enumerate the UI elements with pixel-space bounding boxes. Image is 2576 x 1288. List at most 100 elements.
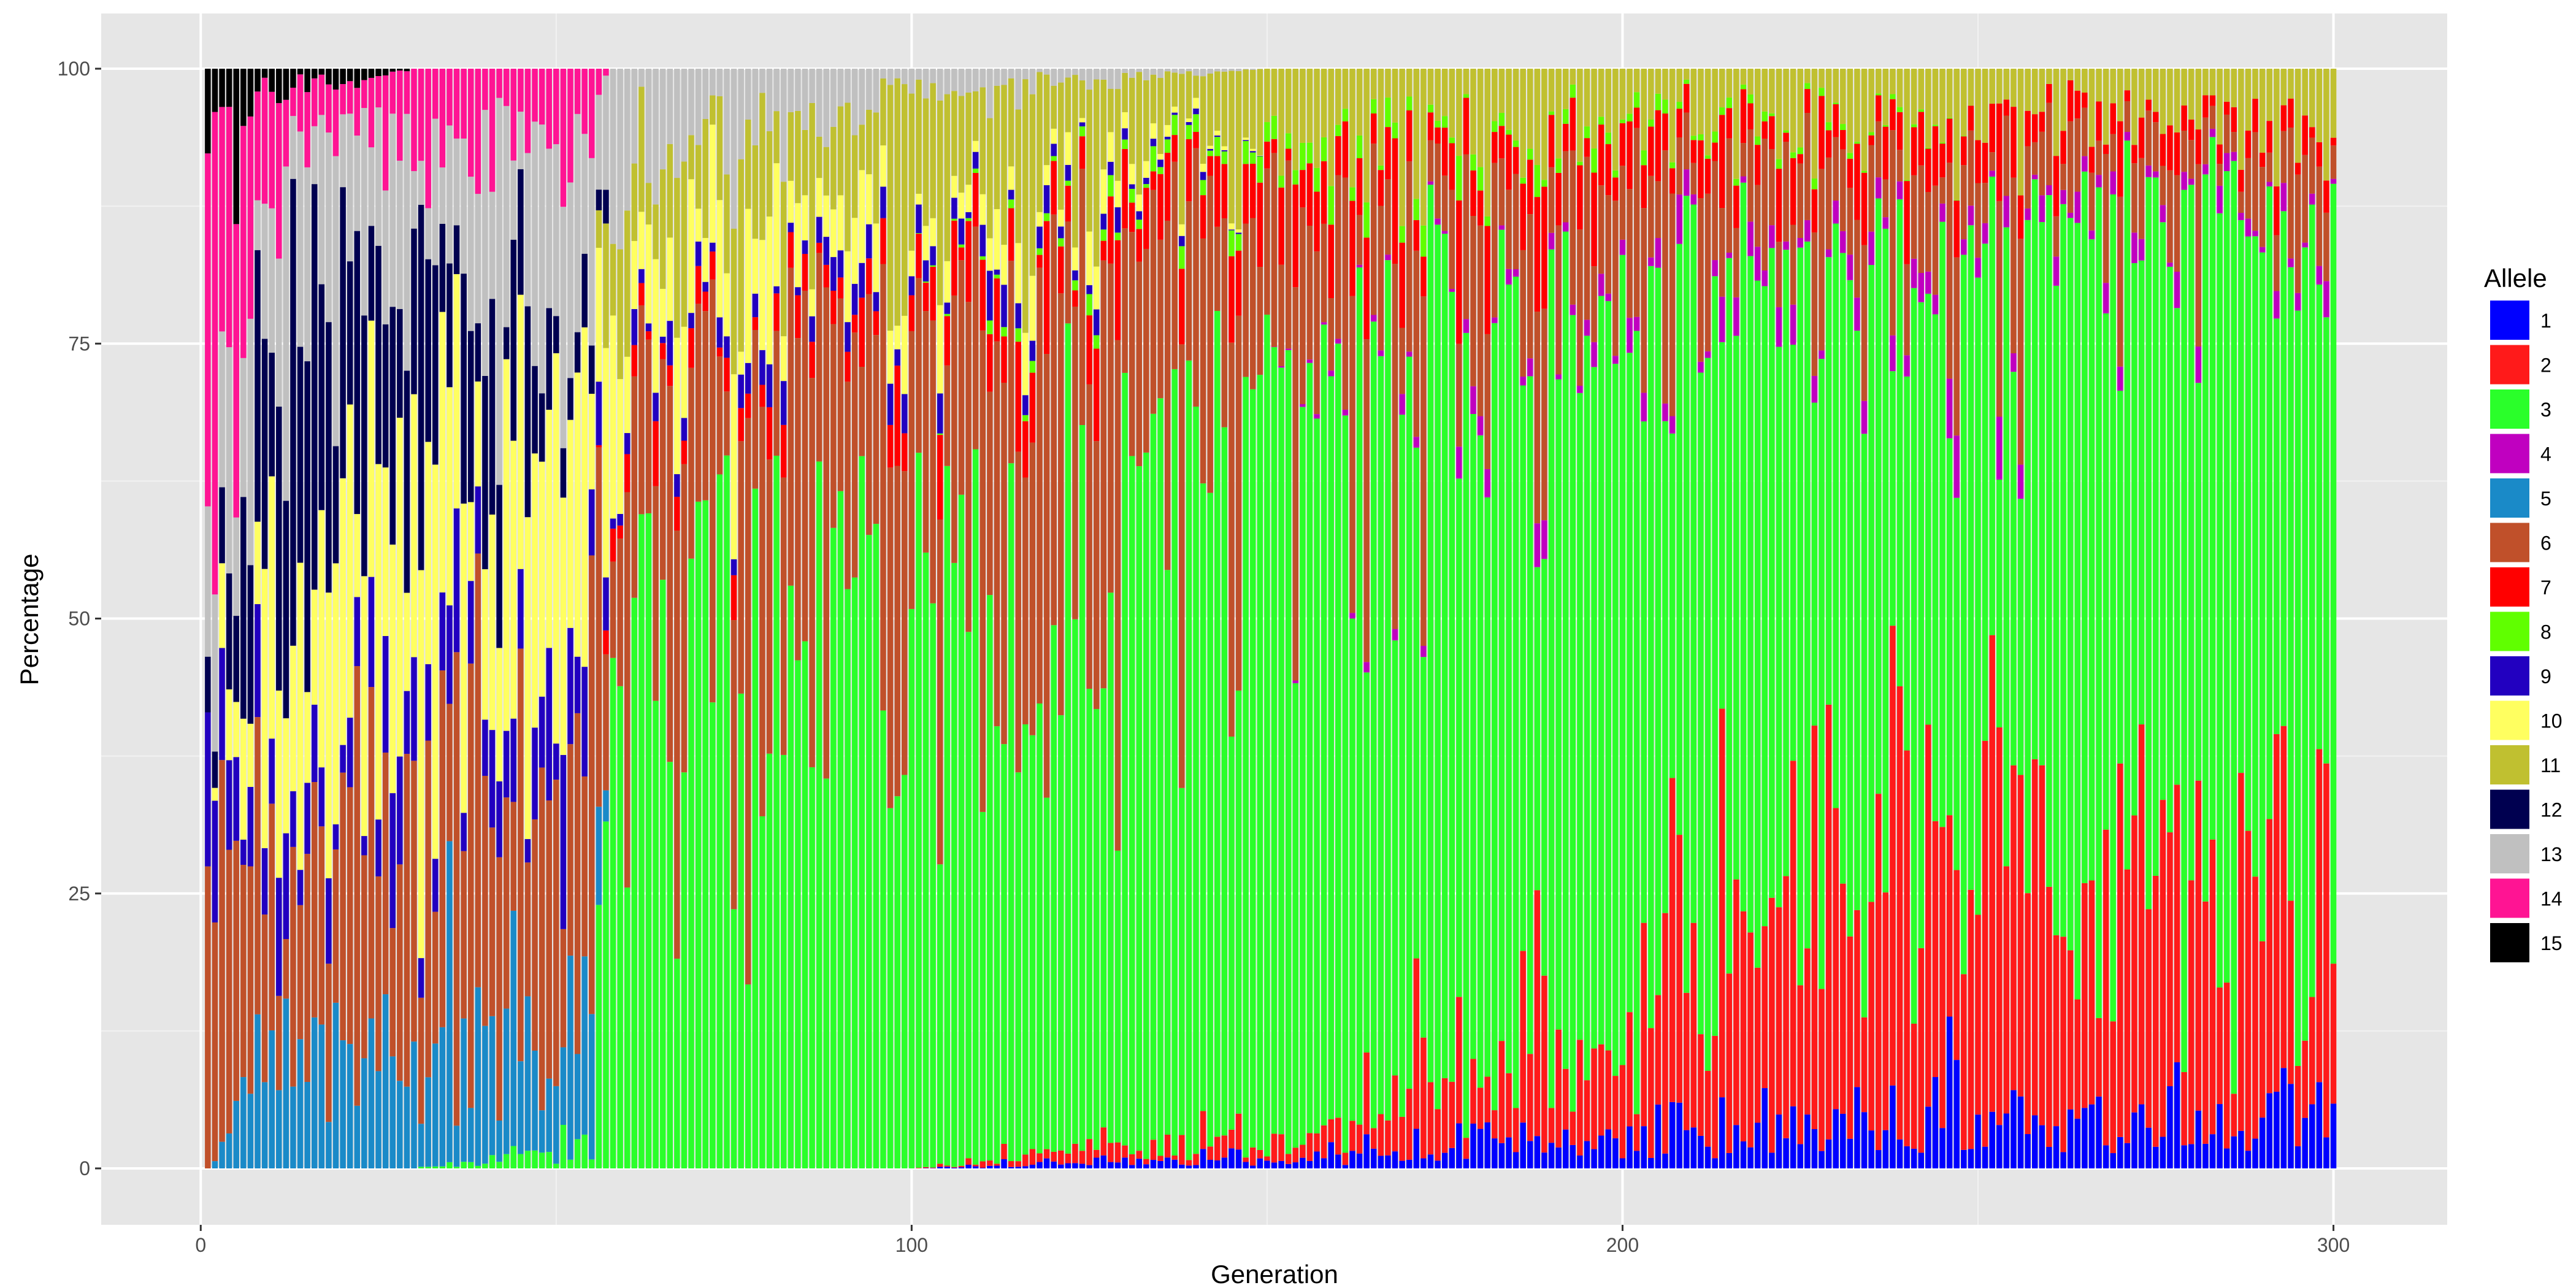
bar-segment-allele-13 (524, 153, 531, 307)
bar-segment-allele-11 (1221, 71, 1228, 147)
bar-segment-allele-7 (631, 345, 638, 377)
bar-segment-allele-3 (1363, 672, 1370, 1053)
bar-segment-allele-6 (1598, 185, 1604, 274)
bar-segment-allele-11 (2160, 69, 2166, 134)
bar-segment-allele-10 (311, 589, 318, 705)
bar-segment-allele-7 (645, 331, 652, 340)
bar-segment-allele-1 (1399, 1160, 1405, 1168)
bar-segment-allele-2 (1896, 686, 1903, 1140)
bar-segment-allele-3 (1498, 229, 1505, 1041)
bar-segment-allele-7 (1100, 240, 1107, 261)
bar-segment-allele-11 (1641, 69, 1647, 151)
bar-segment-allele-1 (1150, 1160, 1157, 1168)
bar-segment-allele-4 (1363, 662, 1370, 673)
bar-segment-allele-2 (1306, 1133, 1313, 1161)
bar-segment-allele-10 (667, 237, 673, 321)
bar-segment-allele-11 (780, 182, 787, 337)
bar-segment-allele-15 (233, 69, 239, 224)
bar-segment-allele-11 (1911, 69, 1917, 125)
bar-segment-allele-10 (1108, 132, 1114, 162)
bar-segment-allele-7 (610, 528, 616, 562)
bar-segment-allele-5 (439, 1027, 446, 1167)
bar-segment-allele-10 (503, 359, 510, 731)
bar-segment-allele-7 (994, 278, 1000, 342)
bar-segment-allele-5 (389, 1056, 396, 1168)
bar-segment-allele-1 (1506, 1137, 1512, 1168)
bar-segment-allele-3 (2067, 218, 2074, 951)
bar-segment-allele-6 (780, 477, 787, 755)
bar-segment-allele-6 (2003, 115, 2010, 196)
bar-segment-allele-9 (979, 224, 986, 256)
bar-segment-allele-11 (2316, 69, 2323, 142)
bar-segment-allele-14 (304, 92, 310, 167)
bar-segment-allele-3 (695, 501, 702, 1168)
bar-segment-allele-6 (1783, 142, 1789, 242)
bar-segment-allele-1 (1570, 1144, 1576, 1168)
bar-segment-allele-10 (830, 209, 837, 258)
bar-segment-allele-11 (645, 183, 652, 225)
bar-segment-allele-9 (745, 362, 751, 394)
bar-segment-allele-3 (894, 796, 900, 1168)
bar-segment-allele-13 (1065, 69, 1071, 78)
bar-segment-allele-7 (2138, 117, 2145, 158)
bar-segment-allele-4 (1896, 181, 1903, 199)
bar-segment-allele-12 (340, 187, 346, 478)
bar-segment-allele-1 (2167, 1086, 2173, 1168)
bar-segment-allele-11 (2131, 69, 2137, 145)
bar-segment-allele-15 (255, 69, 261, 92)
bar-segment-allele-2 (1413, 958, 1420, 1129)
bar-segment-allele-13 (453, 138, 460, 226)
bar-segment-allele-4 (1854, 297, 1860, 331)
bar-segment-allele-7 (1441, 128, 1448, 176)
bar-segment-allele-1 (1043, 1158, 1050, 1168)
bar-segment-allele-2 (937, 1163, 943, 1167)
bar-segment-allele-7 (603, 630, 609, 654)
bar-segment-allele-14 (524, 69, 531, 153)
bar-segment-allele-3 (2195, 383, 2202, 781)
bar-segment-allele-6 (524, 862, 531, 997)
bar-segment-allele-4 (1598, 274, 1604, 296)
bar-segment-allele-13 (987, 69, 993, 118)
bar-segment-allele-8 (1598, 117, 1604, 125)
bar-segment-allele-7 (1498, 126, 1505, 159)
bar-segment-allele-8 (1328, 186, 1334, 225)
bar-segment-allele-7 (2280, 105, 2287, 131)
bar-segment-allele-6 (1200, 238, 1206, 484)
bar-segment-allele-13 (716, 69, 723, 96)
bar-segment-allele-7 (1214, 156, 1221, 227)
bar-segment-allele-10 (958, 193, 965, 219)
bar-segment-allele-15 (290, 69, 296, 88)
bar-segment-allele-4 (2195, 347, 2202, 383)
bar-segment-allele-13 (318, 115, 325, 285)
bar-segment-allele-4 (1378, 350, 1384, 356)
bar-segment-allele-2 (2245, 830, 2252, 1151)
bar-segment-allele-12 (475, 323, 481, 382)
bar-segment-allele-3 (2088, 239, 2095, 881)
bar-segment-allele-12 (389, 307, 396, 545)
bar-segment-allele-3 (1698, 372, 1704, 1035)
bar-segment-allele-13 (205, 506, 211, 657)
bar-segment-allele-2 (2110, 1021, 2116, 1154)
bar-segment-allele-1 (1378, 1156, 1384, 1168)
bar-segment-allele-7 (659, 343, 666, 359)
legend-swatch (2490, 478, 2529, 518)
bar-segment-allele-1 (1641, 1126, 1647, 1168)
bar-segment-allele-11 (902, 84, 908, 316)
bar-segment-allele-7 (2238, 169, 2244, 192)
bar-segment-allele-10 (496, 648, 502, 781)
bar-segment-allele-11 (2067, 69, 2074, 80)
bar-segment-allele-2 (2053, 935, 2060, 1127)
bar-segment-allele-3 (1150, 413, 1157, 1140)
bar-segment-allele-2 (2288, 900, 2294, 1084)
bar-segment-allele-6 (1662, 150, 1668, 404)
bar-segment-allele-14 (581, 69, 588, 134)
bar-segment-allele-13 (368, 147, 375, 226)
bar-segment-allele-11 (1512, 69, 1519, 141)
bar-segment-allele-3 (1804, 241, 1811, 949)
bar-segment-allele-7 (1164, 153, 1171, 221)
bar-segment-allele-2 (2195, 780, 2202, 1111)
bar-segment-allele-3 (1072, 619, 1078, 1144)
bar-segment-allele-2 (1342, 1152, 1349, 1165)
bar-segment-allele-1 (1221, 1157, 1228, 1168)
bar-segment-allele-6 (894, 466, 900, 797)
